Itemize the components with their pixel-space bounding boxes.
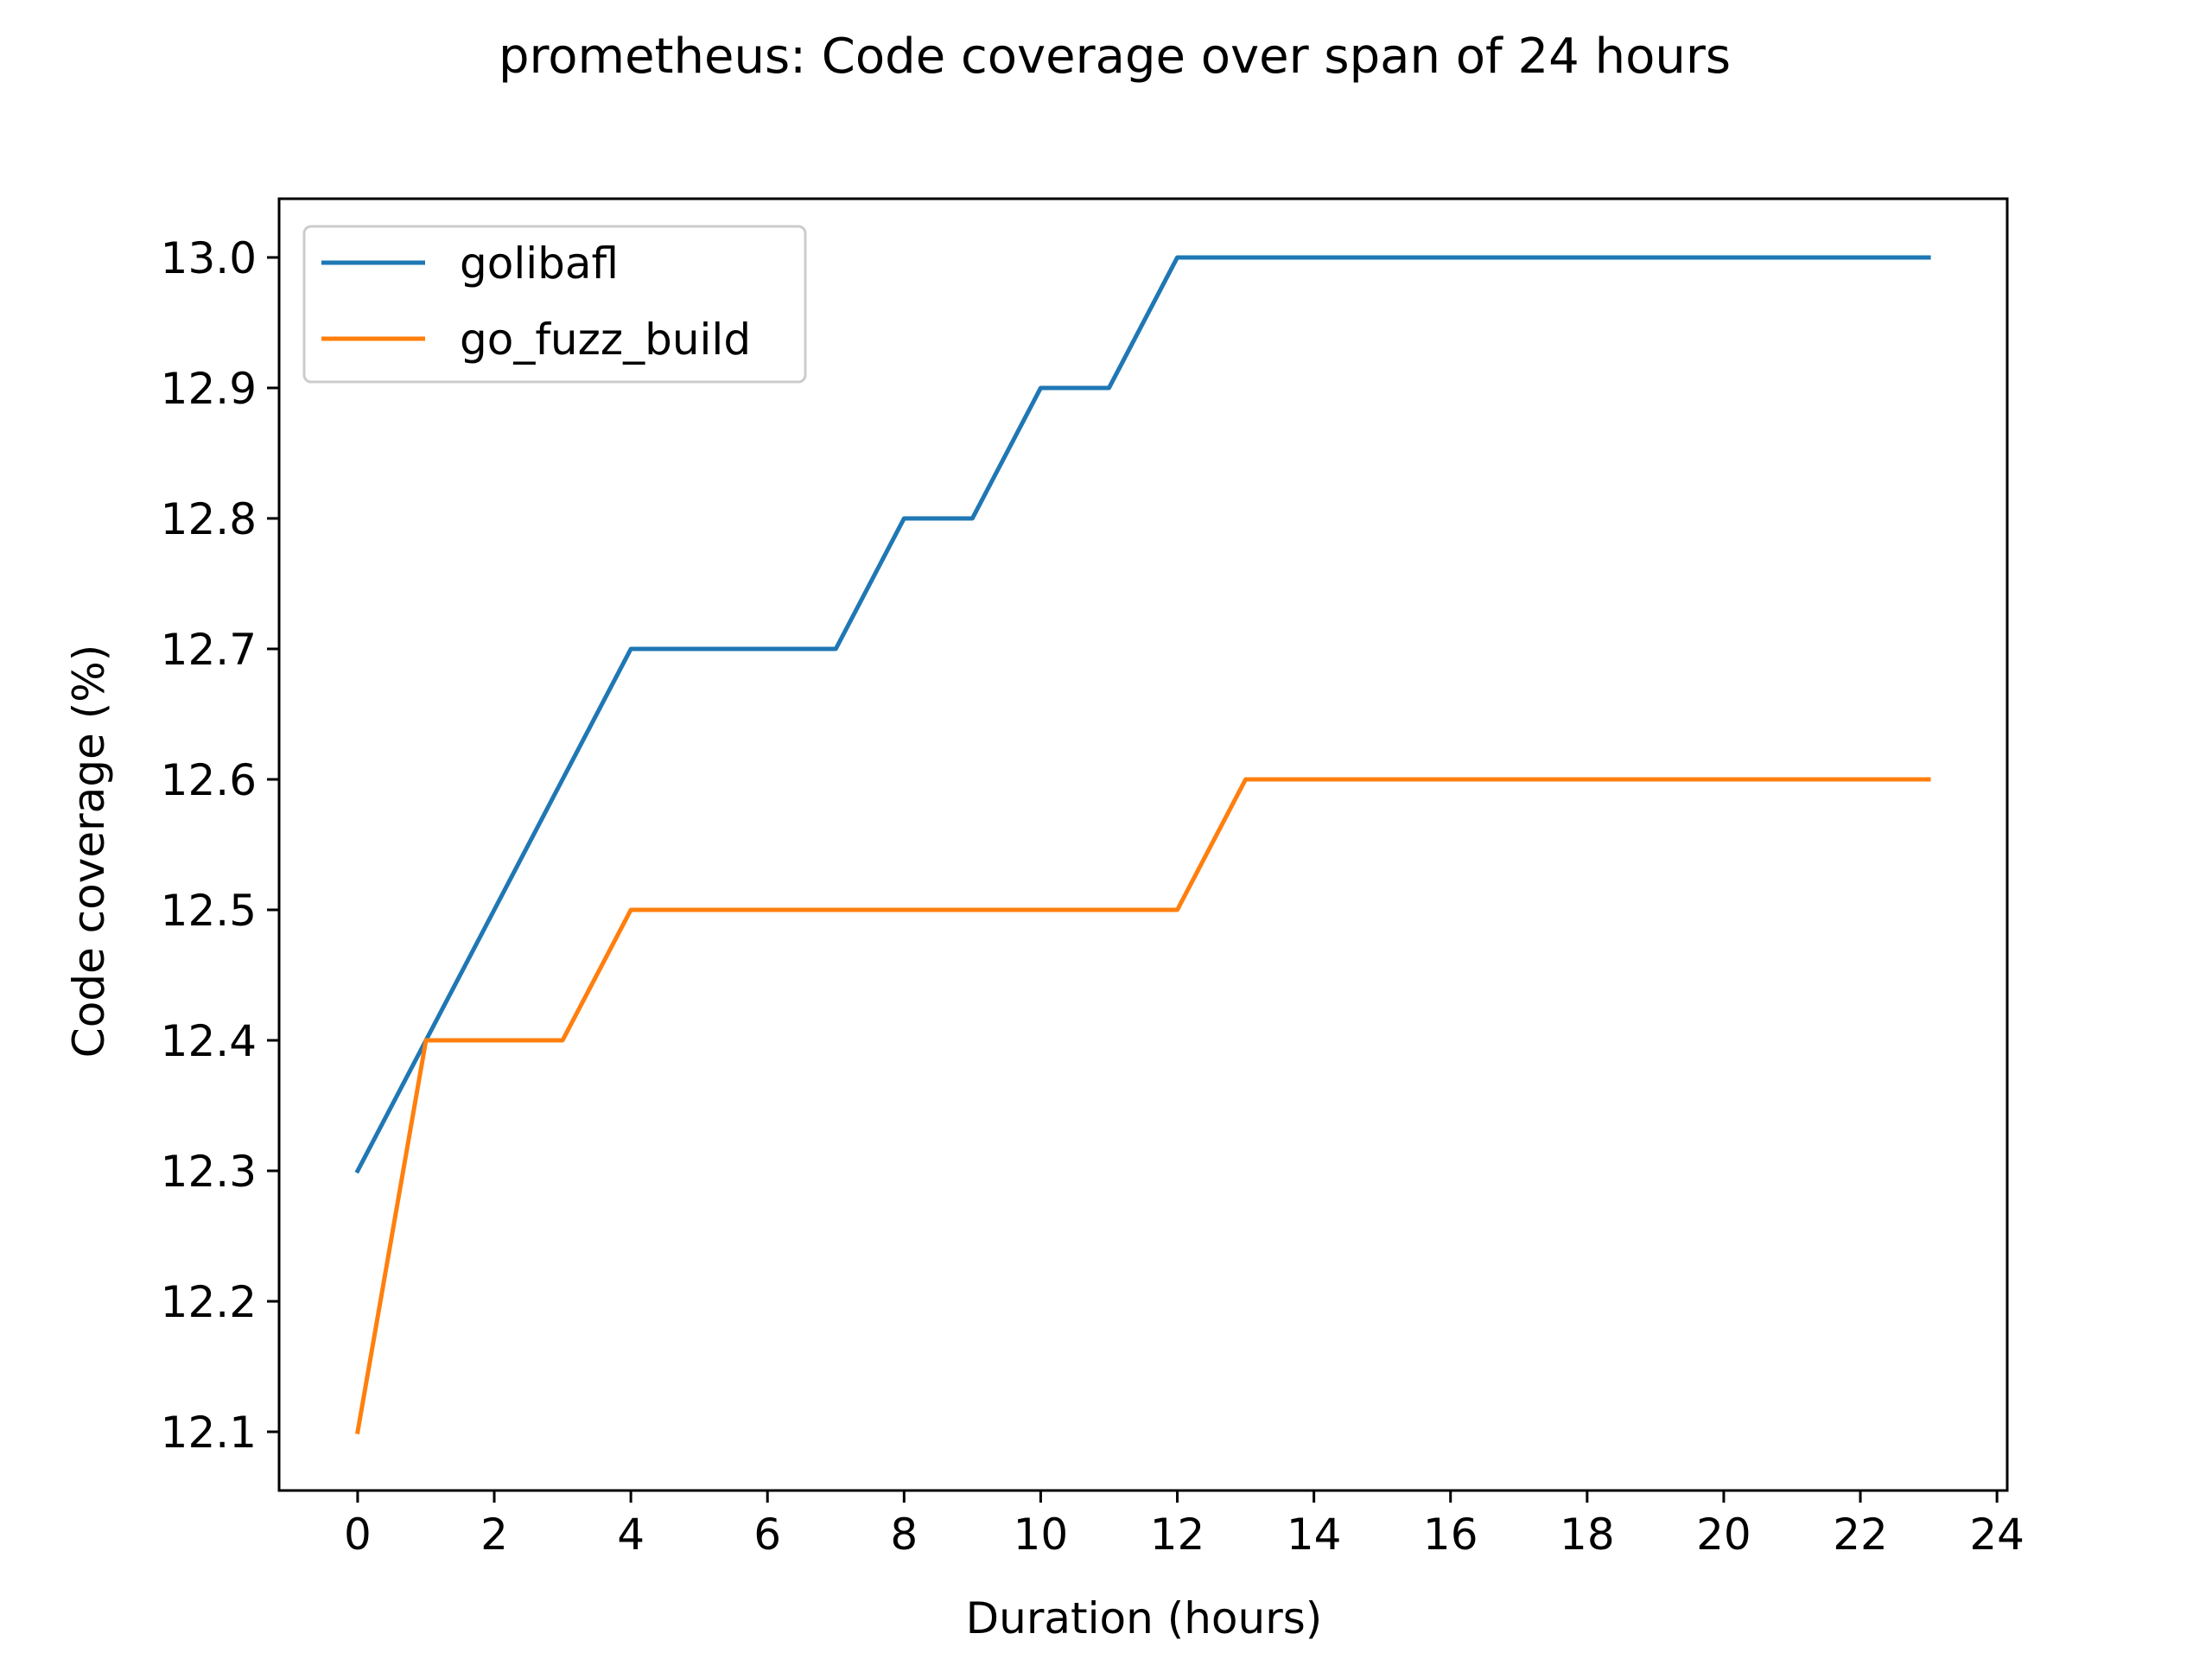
- y-tick-label: 12.8: [161, 494, 257, 544]
- x-tick-label: 8: [890, 1510, 918, 1560]
- y-tick-label: 12.2: [161, 1277, 257, 1327]
- plot-area: [277, 197, 2009, 1492]
- legend-label-go_fuzz_build: go_fuzz_build: [460, 315, 751, 365]
- chart-title: prometheus: Code coverage over span of 2…: [499, 29, 1731, 85]
- plot-frame: [277, 197, 2009, 1492]
- x-tick-label: 18: [1560, 1510, 1615, 1560]
- x-tick-label: 4: [617, 1510, 645, 1560]
- x-tick-label: 10: [1014, 1510, 1069, 1560]
- x-tick-label: 0: [344, 1510, 372, 1560]
- y-tick-label: 12.7: [161, 625, 257, 675]
- x-tick-label: 20: [1696, 1510, 1751, 1560]
- y-tick-label: 12.4: [161, 1016, 257, 1066]
- y-tick-label: 12.3: [161, 1147, 257, 1197]
- y-tick-label: 12.5: [161, 886, 257, 936]
- x-tick-label: 6: [753, 1510, 781, 1560]
- x-tick-label: 24: [1969, 1510, 2024, 1560]
- legend: golibafl go_fuzz_build: [302, 225, 807, 384]
- y-tick-label: 13.0: [161, 233, 257, 283]
- x-tick-label: 12: [1150, 1510, 1205, 1560]
- y-tick-label: 12.9: [161, 364, 257, 414]
- series-line-golibafl: [354, 255, 1931, 1174]
- series-line-go_fuzz_build: [355, 777, 1931, 1434]
- legend-label-golibafl: golibafl: [460, 238, 619, 289]
- x-tick-label: 16: [1423, 1510, 1478, 1560]
- x-tick-label: 14: [1287, 1510, 1342, 1560]
- x-axis-label: Duration (hours): [966, 1593, 1323, 1643]
- legend-box: [302, 225, 807, 384]
- axis-ticks: 0 2 4 6 8 10 12 14 16 18 20 22 2412.112.212.312.412.…: [161, 233, 2024, 1560]
- x-tick-label: 2: [480, 1510, 508, 1560]
- x-tick-label: 22: [1833, 1510, 1888, 1560]
- y-axis-label: Code coverage (%): [64, 645, 114, 1058]
- y-tick-label: 12.1: [161, 1408, 257, 1458]
- y-tick-label: 12.6: [161, 755, 257, 805]
